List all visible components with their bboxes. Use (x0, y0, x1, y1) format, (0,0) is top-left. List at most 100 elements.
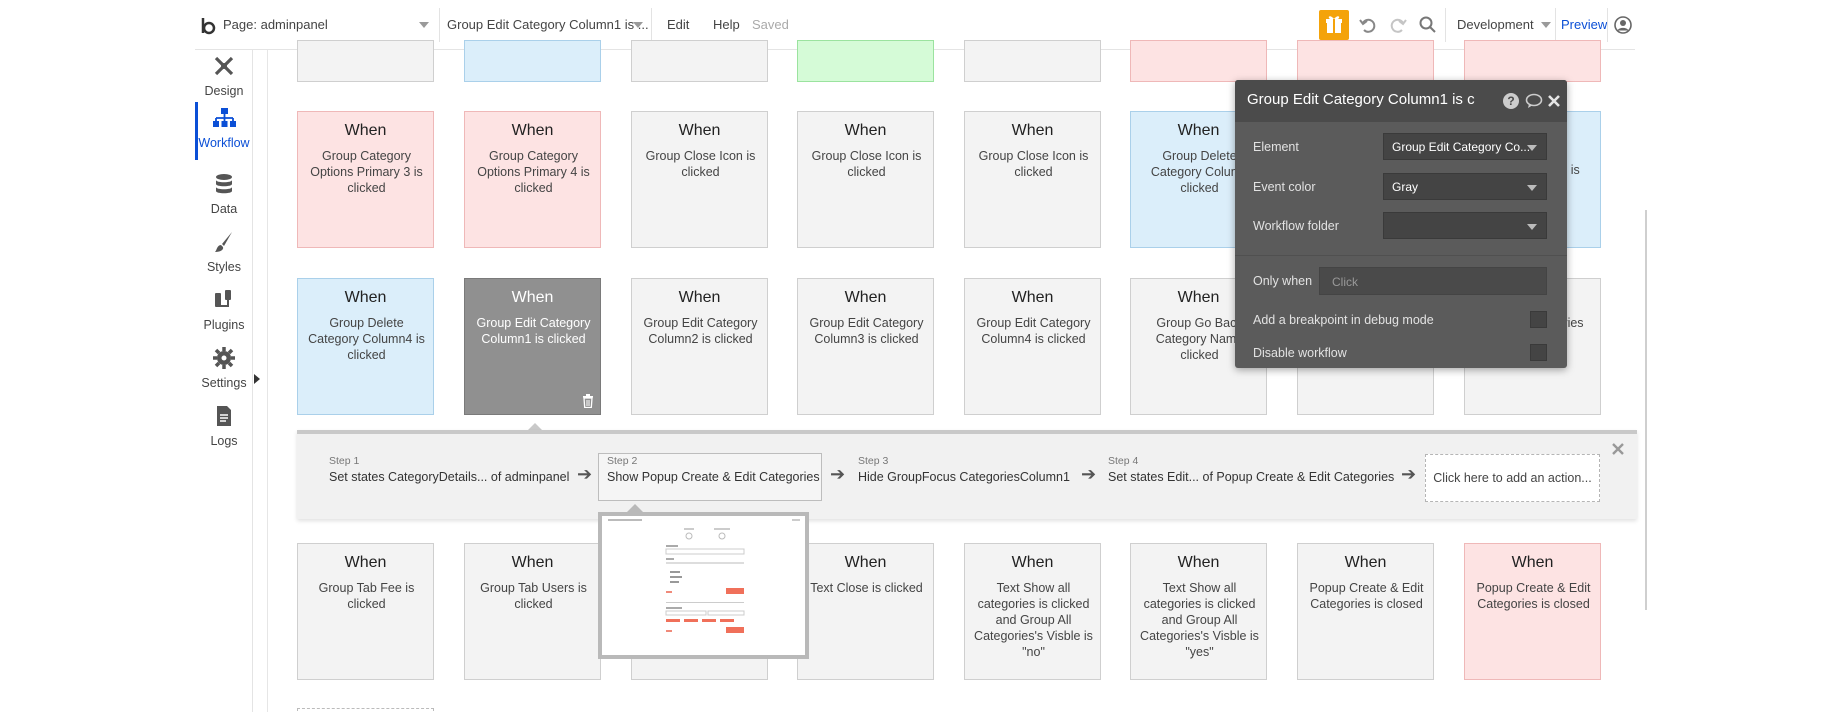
workflow-card[interactable]: When Group Category Options Primary 3 is… (297, 111, 434, 248)
workflow-card[interactable]: When Group Close Icon is clicked (631, 111, 768, 248)
gift-button[interactable] (1319, 10, 1349, 40)
workflow-card-selected[interactable]: When Group Edit Category Column1 is clic… (464, 278, 601, 415)
workflow-card[interactable]: When Group Edit Category Column4 is clic… (964, 278, 1101, 415)
sidebar-item-design[interactable]: Design (195, 50, 253, 108)
popup-preview-image (602, 516, 805, 655)
workflow-card[interactable]: When Text Show all categories is clicked… (964, 543, 1101, 680)
popup-preview-thumbnail (598, 512, 809, 659)
environment-selector[interactable]: Development (1457, 0, 1551, 50)
comment-icon[interactable] (1525, 93, 1543, 109)
event-color-label: Event color (1253, 180, 1316, 194)
only-when-input[interactable]: Click (1319, 267, 1547, 295)
search-icon[interactable] (1418, 15, 1438, 35)
gear-icon (213, 347, 235, 369)
add-action-button[interactable]: Click here to add an action... (1425, 454, 1600, 502)
panel-header: Group Edit Category Column1 is c ? (1235, 80, 1567, 122)
card-event-text: Group Edit Category Column4 is clicked (976, 316, 1091, 346)
help-icon[interactable]: ? (1503, 93, 1519, 109)
workflow-card[interactable] (1464, 40, 1601, 82)
action-step-selected[interactable]: Step 2 Show Popup Create & Edit Categori… (598, 453, 822, 501)
workflow-actions-strip: Step 1 Set states CategoryDetails... of … (297, 430, 1637, 519)
workflow-card[interactable]: When Group Tab Fee is clicked (297, 543, 434, 680)
workflow-card[interactable] (464, 40, 601, 82)
close-icon[interactable] (1611, 442, 1625, 456)
bubble-logo[interactable] (199, 0, 221, 50)
sidebar-item-workflow[interactable]: Workflow (195, 102, 253, 160)
workflow-card[interactable]: When Popup Create & Edit Categories is c… (1464, 543, 1601, 680)
preview-link[interactable]: Preview (1561, 17, 1608, 32)
card-when-label: When (844, 289, 887, 306)
event-color-dropdown[interactable]: Gray (1383, 173, 1547, 200)
card-when-label: When (678, 122, 721, 139)
workflow-card[interactable]: When Group Category Options Primary 4 is… (464, 111, 601, 248)
workflow-card[interactable]: When Popup Create & Edit Categories is c… (1297, 543, 1434, 680)
sidebar-item-plugins[interactable]: Plugins (195, 284, 253, 342)
card-event-text: Group Delete Category Column clicked (1150, 149, 1249, 195)
card-when-label: When (344, 122, 387, 139)
workflow-card[interactable]: When Group Close Icon is clicked (797, 111, 934, 248)
action-step[interactable]: Step 4 Set states Edit... of Popup Creat… (1108, 454, 1394, 502)
chevron-down-icon (1527, 224, 1537, 230)
workflow-event-panel: Group Edit Category Column1 is c ? Eleme… (1235, 80, 1567, 368)
card-event-text: Group Delete Category Column4 is clicked (308, 316, 425, 362)
workflow-card[interactable]: When Group Close Icon is clicked (964, 111, 1101, 248)
close-icon[interactable] (1547, 94, 1561, 108)
chevron-down-icon (1527, 185, 1537, 191)
sidebar-item-label: Styles (206, 260, 242, 274)
workflow-card[interactable] (797, 40, 934, 82)
step-text: Hide GroupFocus CategoriesColumn1 (858, 470, 1070, 484)
undo-icon[interactable] (1358, 15, 1378, 35)
card-when-label: When (1344, 554, 1387, 571)
design-icon (214, 56, 234, 76)
page-label: Page: adminpanel (223, 17, 328, 32)
vertical-scrollbar[interactable] (1645, 210, 1647, 610)
workflow-card[interactable]: When Group Edit Category Column2 is clic… (631, 278, 768, 415)
workflow-card[interactable]: When Text Show all categories is clicked… (1130, 543, 1267, 680)
sidebar-item-data[interactable]: Data (195, 168, 253, 226)
workflow-card[interactable] (1130, 40, 1267, 82)
panel-divider (1235, 255, 1567, 256)
workflow-card[interactable] (1297, 40, 1434, 82)
card-when-label: When (678, 289, 721, 306)
disable-workflow-checkbox[interactable] (1530, 344, 1547, 361)
page-selector[interactable]: Page: adminpanel (223, 0, 433, 50)
sidebar-item-styles[interactable]: Styles (195, 226, 253, 284)
help-menu[interactable]: Help (713, 17, 740, 32)
account-icon[interactable] (1613, 15, 1633, 35)
action-step[interactable]: Step 3 Hide GroupFocus CategoriesColumn1 (858, 454, 1070, 502)
sidebar-expand-arrow[interactable] (254, 374, 260, 384)
saved-status: Saved (752, 17, 789, 32)
breakpoint-checkbox[interactable] (1530, 311, 1547, 328)
step-number: Step 4 (1108, 455, 1139, 467)
redo-icon[interactable] (1388, 15, 1408, 35)
workflow-card[interactable] (297, 40, 434, 82)
card-event-text: Group Close Icon is clicked (645, 149, 756, 179)
element-dropdown[interactable]: Group Edit Category Co... (1383, 133, 1547, 160)
workflow-card[interactable] (964, 40, 1101, 82)
card-when-label: When (511, 122, 554, 139)
workflow-card[interactable]: When Group Tab Users is clicked (464, 543, 601, 680)
preview-pointer (627, 504, 643, 512)
breakpoint-label: Add a breakpoint in debug mode (1253, 313, 1434, 327)
workflow-card[interactable]: When Text Close is clicked (797, 543, 934, 680)
workflow-card[interactable]: When Group Delete Category Column4 is cl… (297, 278, 434, 415)
action-step[interactable]: Step 1 Set states CategoryDetails... of … (329, 454, 569, 502)
edit-menu[interactable]: Edit (667, 17, 690, 32)
event-selector[interactable]: Group Edit Category Column1 is ... (447, 0, 649, 50)
trash-icon[interactable] (582, 394, 594, 408)
card-event-text: Text Show all categories is clicked and … (1140, 581, 1259, 659)
chevron-down-icon (419, 22, 429, 28)
step-text: Show Popup Create & Edit Categories (607, 470, 820, 484)
workflow-card[interactable]: When Group Edit Category Column3 is clic… (797, 278, 934, 415)
sidebar-item-label: Data (210, 202, 238, 216)
card-when-label: When (1177, 122, 1220, 139)
gift-icon (1326, 16, 1342, 33)
sidebar-item-logs[interactable]: Logs (195, 400, 253, 458)
workflow-folder-dropdown[interactable] (1383, 212, 1547, 239)
new-workflow-placeholder[interactable] (297, 708, 434, 712)
canvas-border (267, 50, 268, 712)
card-event-text: Popup Create & Edit Categories is closed (1476, 581, 1591, 611)
sidebar-item-settings[interactable]: Settings (195, 342, 253, 400)
workflow-card[interactable] (631, 40, 768, 82)
